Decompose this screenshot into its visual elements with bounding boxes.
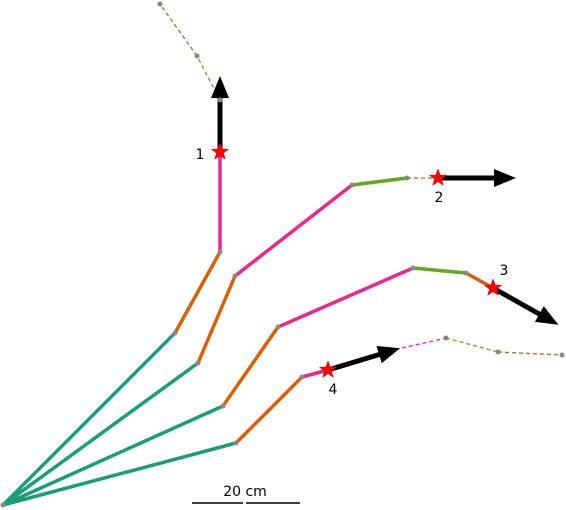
arm-label: 4 <box>329 382 338 398</box>
arm-2 <box>1 168 516 507</box>
scale-label: 20 cm <box>223 484 267 500</box>
arm-3 <box>1 265 559 507</box>
arm-label: 3 <box>500 263 509 279</box>
arm-label: 2 <box>435 190 444 206</box>
arm-label: 1 <box>196 147 205 163</box>
scale-bar: 20 cm <box>192 484 300 504</box>
arm-1 <box>1 1 229 507</box>
arm-4 <box>1 335 565 507</box>
